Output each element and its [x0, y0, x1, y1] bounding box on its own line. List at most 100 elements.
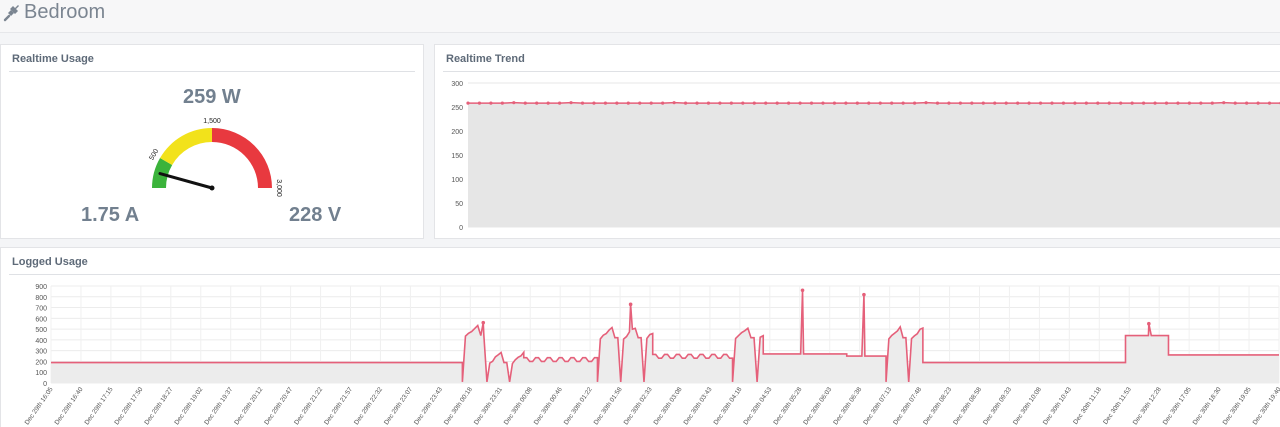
trend-point: [879, 102, 882, 105]
trend-point: [810, 102, 813, 105]
gauge-needle-hub: [210, 186, 215, 191]
y-tick-label: 500: [35, 327, 47, 334]
trend-point: [638, 102, 641, 105]
trend-point: [787, 102, 790, 105]
x-tick-label: Dec 30th 00:46: [533, 386, 564, 426]
y-tick-label: 0: [43, 381, 47, 388]
trend-point: [1211, 102, 1214, 105]
trend-point: [1188, 102, 1191, 105]
trend-point: [970, 102, 973, 105]
x-tick-label: Dec 29th 21:57: [323, 386, 354, 426]
trend-point: [1234, 102, 1237, 105]
x-tick-label: Dec 30th 10:43: [1042, 386, 1073, 426]
gauge-tick-label: 3,000: [275, 179, 282, 197]
logged-peak-point: [801, 289, 805, 293]
logged-peak-point: [629, 303, 633, 307]
x-tick-label: Dec 29th 20:12: [233, 386, 264, 426]
trend-point: [1131, 102, 1134, 105]
trend-point: [1027, 102, 1030, 105]
x-tick-label: Dec 30th 02:33: [623, 386, 654, 426]
y-tick-label: 100: [35, 370, 47, 377]
trend-point: [798, 102, 801, 105]
y-tick-label: 200: [451, 129, 463, 136]
trend-point: [1199, 102, 1202, 105]
trend-point: [1176, 102, 1179, 105]
x-tick-label: Dec 29th 18:27: [143, 386, 174, 426]
trend-point: [867, 102, 870, 105]
y-tick-label: 200: [35, 359, 47, 366]
trend-point: [604, 102, 607, 105]
trend-point: [650, 102, 653, 105]
x-tick-label: Dec 30th 23:31: [473, 386, 504, 426]
gauge-tick-label: 1,500: [203, 118, 221, 125]
x-tick-label: Dec 30th 07:48: [892, 386, 923, 426]
trend-point: [1062, 102, 1065, 105]
x-tick-label: Dec 30th 11:18: [1072, 386, 1103, 426]
x-tick-label: Dec 30th 03:43: [683, 386, 714, 426]
y-tick-label: 300: [35, 349, 47, 356]
trend-point: [833, 102, 836, 105]
trend-point: [489, 102, 492, 105]
x-tick-label: Dec 30th 07:13: [862, 386, 893, 426]
x-tick-label: Dec 30th 03:08: [653, 386, 684, 426]
x-tick-label: Dec 30th 08:23: [922, 386, 953, 426]
trend-point: [1256, 102, 1259, 105]
trend-point: [673, 101, 676, 104]
logged-peak-point: [862, 293, 866, 297]
y-tick-label: 0: [459, 225, 463, 232]
logged-peak-point: [481, 321, 485, 325]
x-tick-label: Dec 30th 01:58: [593, 386, 624, 426]
y-tick-label: 700: [35, 306, 47, 313]
trend-point: [1096, 102, 1099, 105]
logged-area: [51, 290, 1279, 383]
x-tick-label: Dec 30th 06:03: [802, 386, 833, 426]
y-tick-label: 600: [35, 316, 47, 323]
trend-point: [890, 102, 893, 105]
trend-point: [913, 102, 916, 105]
trend-area: [468, 103, 1280, 227]
trend-point: [764, 102, 767, 105]
plug-icon: [2, 2, 22, 22]
y-tick-label: 150: [451, 153, 463, 160]
trend-point: [1016, 102, 1019, 105]
trend-point: [615, 102, 618, 105]
x-tick-label: Dec 30th 10:08: [1012, 386, 1043, 426]
y-tick-label: 400: [35, 338, 47, 345]
x-tick-label: Dec 30th 08:58: [952, 386, 983, 426]
y-tick-label: 900: [35, 284, 47, 291]
trend-point: [1073, 102, 1076, 105]
trend-point: [592, 102, 595, 105]
x-tick-label: Dec 29th 21:22: [293, 386, 324, 426]
x-tick-label: Dec 30th 06:38: [832, 386, 863, 426]
trend-point: [718, 102, 721, 105]
x-tick-label: Dec 30th 09:33: [982, 386, 1013, 426]
gauge-band-red: [212, 128, 272, 188]
trend-point: [959, 102, 962, 105]
x-tick-label: Dec 30th 19:40: [1252, 386, 1280, 426]
trend-point: [558, 102, 561, 105]
gauge-needle: [160, 174, 212, 188]
x-tick-label: Dec 30th 05:28: [772, 386, 803, 426]
x-tick-label: Dec 30th 00:18: [443, 386, 474, 426]
logged-usage-chart: 0 100 200 300 400 500 600 700 800 900 Dec 29th 16:…: [1, 248, 1280, 427]
trend-point: [993, 102, 996, 105]
trend-point: [501, 102, 504, 105]
x-tick-label: Dec 30th 04:18: [712, 386, 743, 426]
trend-point: [902, 102, 905, 105]
y-tick-label: 300: [451, 81, 463, 88]
x-tick-label: Dec 30th 19:05: [1222, 386, 1253, 426]
x-tick-label: Dec 29th 23:07: [383, 386, 414, 426]
x-tick-label: Dec 29th 16:05: [24, 386, 55, 426]
page-header: Bedroom: [0, 0, 1280, 33]
y-tick-label: 800: [35, 295, 47, 302]
x-tick-label: Dec 29th 16:40: [54, 386, 85, 426]
trend-point: [982, 102, 985, 105]
trend-point: [947, 102, 950, 105]
trend-point: [707, 102, 710, 105]
logged-peak-point: [1147, 322, 1151, 326]
x-tick-label: Dec 30th 12:28: [1132, 386, 1163, 426]
trend-point: [684, 102, 687, 105]
